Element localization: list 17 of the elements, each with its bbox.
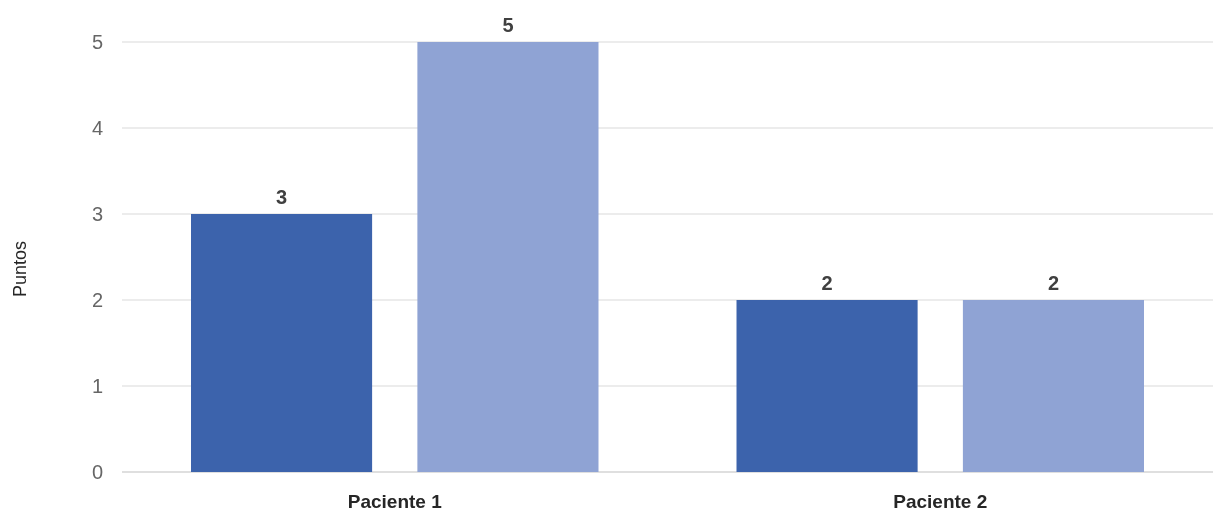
y-axis-title: Puntos — [10, 240, 30, 298]
y-tick-label: 0 — [91, 461, 103, 483]
y-tick-label: 2 — [91, 289, 103, 311]
y-tick-label: 3 — [91, 203, 103, 225]
bar — [736, 300, 918, 472]
data-label: 2 — [1047, 272, 1059, 294]
bar — [191, 214, 373, 472]
y-tick-label: 4 — [91, 117, 103, 139]
x-tick-label: Paciente 2 — [893, 491, 988, 512]
data-label: 2 — [821, 272, 833, 294]
x-tick-label: Paciente 1 — [347, 491, 443, 512]
bar — [962, 300, 1144, 472]
data-label: 5 — [502, 14, 514, 36]
y-tick-label: 5 — [91, 31, 103, 53]
y-tick-label: 1 — [91, 375, 103, 397]
bar — [417, 42, 599, 472]
data-label: 3 — [276, 186, 288, 208]
